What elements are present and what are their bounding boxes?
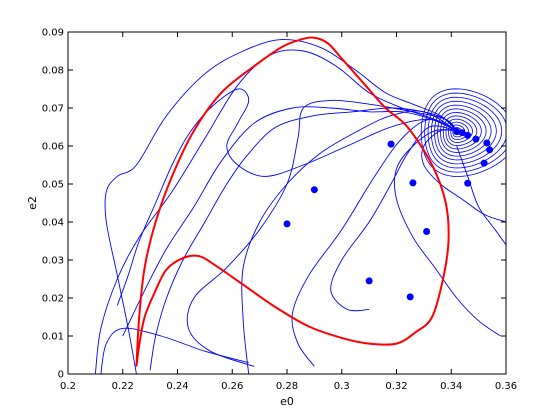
trajectory-line-9 <box>330 125 457 312</box>
data-point-marker <box>423 228 431 235</box>
data-point-marker <box>464 131 472 139</box>
data-point-marker <box>406 293 414 301</box>
x-axis-label: e0 <box>280 395 294 408</box>
boundary-layer <box>135 36 450 367</box>
trajectory-line-7 <box>241 110 457 374</box>
x-tick-label: 0.2 <box>60 381 76 392</box>
x-tick-label: 0.24 <box>166 381 188 392</box>
x-tick-label: 0.22 <box>112 381 134 392</box>
data-point-marker <box>483 139 491 147</box>
x-axis: 0.2 0.22 0.24 0.26 0.28 0.3 0.32 0.34 0.36 <box>60 32 517 392</box>
data-point-marker <box>480 159 488 167</box>
x-tick-label: 0.3 <box>334 381 350 392</box>
y-tick-label: 0.01 <box>42 332 64 343</box>
x-tick-label: 0.36 <box>495 381 517 392</box>
y-tick-label: 0.03 <box>42 256 64 267</box>
y-axis: 0 0.01 0.02 0.03 0.04 0.05 0.06 0.07 0.08 0.09 <box>42 28 506 381</box>
y-axis-label: e2 <box>26 196 39 210</box>
y-tick-label: 0.09 <box>42 28 64 39</box>
marker-layer <box>283 128 494 301</box>
trajectory-line-10 <box>393 129 501 337</box>
data-point-marker <box>283 220 291 228</box>
data-point-marker <box>458 129 466 137</box>
data-point-marker <box>409 179 417 187</box>
trajectory-line-13 <box>100 327 249 374</box>
boundary-curve <box>135 36 450 367</box>
trajectory-layer <box>94 39 506 374</box>
trajectory-line-3 <box>116 88 457 306</box>
y-tick-label: 0.07 <box>42 104 64 115</box>
y-tick-label: 0 <box>58 370 64 381</box>
data-point-marker <box>464 179 472 187</box>
data-point-marker <box>453 128 461 136</box>
data-point-marker <box>310 186 318 194</box>
y-tick-label: 0.06 <box>42 142 64 153</box>
x-tick-label: 0.26 <box>221 381 243 392</box>
trajectory-line-8 <box>291 118 457 367</box>
x-tick-label: 0.34 <box>440 381 462 392</box>
data-point-marker <box>472 135 480 143</box>
y-tick-label: 0.05 <box>42 180 64 191</box>
trajectory-line-12 <box>456 145 506 246</box>
x-tick-label: 0.28 <box>276 381 298 392</box>
data-point-marker <box>387 140 395 148</box>
trajectory-line-1 <box>104 39 458 374</box>
x-tick-label: 0.32 <box>385 381 407 392</box>
y-tick-label: 0.04 <box>42 218 64 229</box>
y-tick-label: 0.02 <box>42 294 64 305</box>
data-point-marker <box>365 277 373 285</box>
data-point-marker <box>486 146 494 154</box>
y-tick-label: 0.08 <box>42 66 64 77</box>
